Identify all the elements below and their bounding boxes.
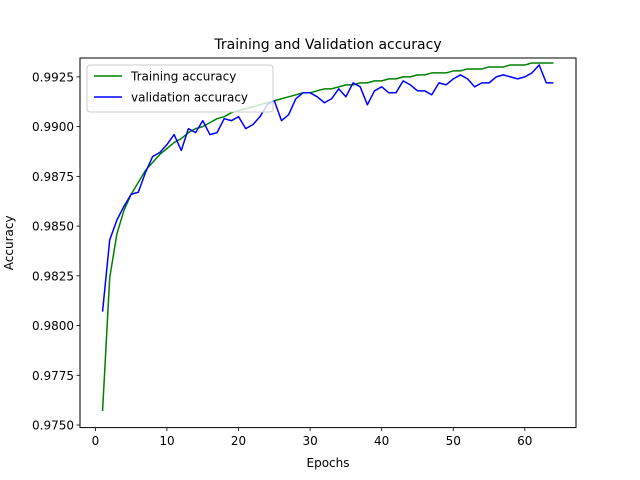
x-tick-label: 60 (517, 434, 532, 448)
y-axis: 0.9750 0.9775 0.9800 0.9825 0.9850 0.9875 0.99… (32, 70, 80, 433)
x-tick-label: 10 (159, 434, 174, 448)
x-tick-label: 50 (446, 434, 461, 448)
y-tick-label: 0.9750 (32, 419, 74, 433)
y-axis-label: Accuracy (2, 215, 16, 270)
series-lines (101, 62, 554, 412)
y-tick-label: 0.9850 (32, 220, 74, 234)
legend-label-training: Training accuracy (130, 70, 236, 84)
x-tick-label: 20 (231, 434, 246, 448)
legend: Training accuracy validation accuracy (86, 64, 274, 113)
y-tick-label: 0.9900 (32, 120, 74, 134)
y-tick-label: 0.9800 (32, 319, 74, 333)
x-axis: 0 10 20 30 40 50 60 (92, 427, 532, 448)
legend-box (86, 64, 274, 113)
validation-accuracy-line (101, 64, 554, 312)
x-tick-label: 40 (374, 434, 389, 448)
x-tick-label: 0 (92, 434, 100, 448)
training-accuracy-line (101, 62, 554, 412)
y-tick-label: 0.9825 (32, 269, 74, 283)
y-tick-label: 0.9775 (32, 369, 74, 383)
chart-title: Training and Validation accuracy (213, 37, 441, 53)
legend-label-validation: validation accuracy (131, 91, 248, 105)
y-tick-label: 0.9925 (32, 70, 74, 84)
plot-frame (79, 57, 577, 429)
x-tick-label: 30 (302, 434, 317, 448)
x-axis-label: Epochs (307, 456, 350, 470)
y-tick-label: 0.9875 (32, 170, 74, 184)
